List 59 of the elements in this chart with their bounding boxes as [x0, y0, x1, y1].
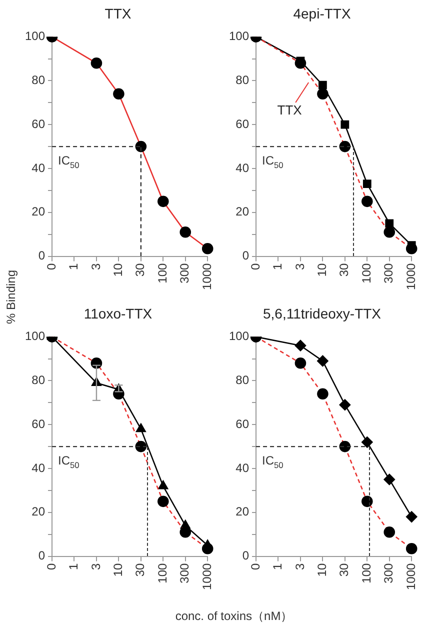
y-tick-label: 40	[32, 160, 46, 175]
y-tick-label: 20	[32, 504, 46, 519]
y-tick-label: 80	[236, 373, 250, 388]
y-tick-label: 80	[32, 73, 46, 88]
y-tick-label: 100	[24, 329, 46, 344]
chart-title: 11oxo-TTX	[84, 305, 153, 322]
x-tick-label: 0	[248, 562, 262, 570]
x-tick-label: 30	[133, 562, 148, 577]
chart-title: TTX	[104, 5, 132, 22]
y-tick-label: 60	[32, 416, 46, 431]
x-tick-label: 100	[155, 562, 170, 584]
x-tick-label: 300	[382, 562, 396, 584]
y-tick-label: 40	[32, 460, 46, 475]
y-tick-label: 60	[236, 416, 250, 431]
y-tick-label: 20	[236, 204, 250, 219]
x-tick-label: 1	[66, 562, 81, 570]
x-tick-label: 3	[88, 262, 103, 270]
x-tick-label: 0	[44, 562, 58, 570]
y-tick-label: 100	[228, 29, 250, 44]
x-tick-label: 10	[315, 262, 330, 277]
x-axis-title: conc. of toxins（nM）	[174, 608, 294, 625]
x-tick-label: 30	[337, 262, 352, 277]
chart-title: 5,6,11trideoxy-TTX	[262, 305, 382, 322]
y-tick-label: 80	[32, 373, 46, 388]
x-tick-label: 300	[178, 562, 192, 584]
x-tick-label: 300	[178, 262, 192, 284]
x-tick-label: 1000	[404, 262, 418, 290]
x-tick-label: 100	[359, 262, 374, 284]
x-tick-label: 100	[155, 262, 170, 284]
y-tick-label: 40	[236, 160, 250, 175]
y-tick-label: 80	[236, 73, 250, 88]
y-tick-label: 60	[236, 116, 250, 131]
x-tick-label: 3	[292, 262, 307, 270]
x-tick-label: 10	[315, 562, 330, 577]
x-tick-label: 0	[44, 262, 58, 270]
chart-title: 4epi-TTX	[293, 5, 352, 22]
x-tick-label: 30	[133, 262, 148, 277]
x-tick-label: 1000	[200, 562, 214, 590]
x-tick-label: 1	[270, 262, 285, 270]
x-tick-label: 1	[66, 262, 81, 270]
x-tick-label: 30	[337, 562, 352, 577]
y-tick-label: 40	[236, 460, 250, 475]
x-tick-label: 1	[270, 562, 285, 570]
y-tick-label: 100	[24, 29, 46, 44]
legend-label: TTX	[277, 102, 302, 118]
x-tick-label: 3	[88, 562, 103, 570]
x-tick-label: 1000	[200, 262, 214, 290]
x-tick-label: 0	[248, 262, 262, 270]
x-tick-label: 10	[111, 562, 126, 577]
x-tick-label: 10	[111, 262, 126, 277]
y-tick-label: 100	[228, 329, 250, 344]
x-tick-label: 100	[359, 562, 374, 584]
x-tick-label: 300	[382, 262, 396, 284]
y-tick-label: 60	[32, 116, 46, 131]
y-tick-label: 20	[32, 204, 46, 219]
x-tick-label: 1000	[404, 562, 418, 590]
y-tick-label: 20	[236, 504, 250, 519]
x-tick-label: 3	[292, 562, 307, 570]
y-axis-title: % Binding	[4, 268, 18, 326]
